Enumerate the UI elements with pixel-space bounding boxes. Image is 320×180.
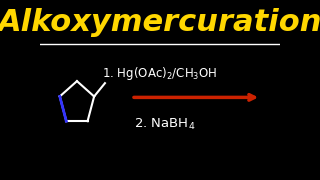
Text: Alkoxymercuration: Alkoxymercuration (0, 8, 320, 37)
Text: 2. NaBH$_4$: 2. NaBH$_4$ (134, 116, 196, 132)
Text: 1. Hg(OAc)$_2$/CH$_3$OH: 1. Hg(OAc)$_2$/CH$_3$OH (102, 65, 218, 82)
